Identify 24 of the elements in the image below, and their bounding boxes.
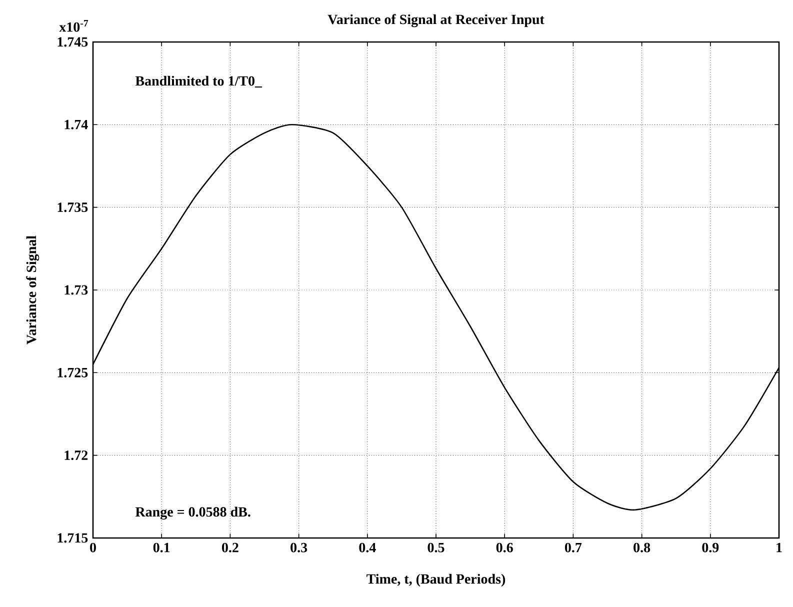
y-tick-label: 1.72 [64,450,88,460]
x-tick-label: 0.4 [359,542,376,552]
annotation: Range = 0.0588 dB. [135,506,250,520]
text: x10$^{-7}$ [59,20,88,32]
y-tick-label: 1.715 [58,533,88,543]
y-tick-label: 1.725 [58,368,88,378]
y-tick-label: 1.73 [64,285,88,295]
x-tick-label: 0.2 [222,542,238,552]
x-tick-label: 0.8 [634,542,650,552]
x-tick-label: 0.1 [153,542,170,552]
x-tick-label: 0 [90,542,96,552]
x-tick-label: 0.6 [496,542,513,552]
y-tick-label: 1.745 [58,37,88,47]
y-tick-label: 1.735 [58,202,88,212]
annotation: Bandlimited to 1/T0_ [135,76,262,88]
y-axis-title: Variance of Signal [26,236,40,344]
y-tick-label: 1.74 [64,120,88,130]
x-tick-label: 0.7 [564,542,582,552]
x-tick-label: 0.3 [290,542,308,552]
x-tick-label: 0.9 [702,542,719,552]
x-tick-label: 1 [776,542,782,552]
x-tick-label: 0.5 [428,542,444,552]
x-axis-title: Time, t, (Baud Periods) [366,574,506,587]
chart-title: Variance of Signal at Receiver Input [328,14,544,28]
